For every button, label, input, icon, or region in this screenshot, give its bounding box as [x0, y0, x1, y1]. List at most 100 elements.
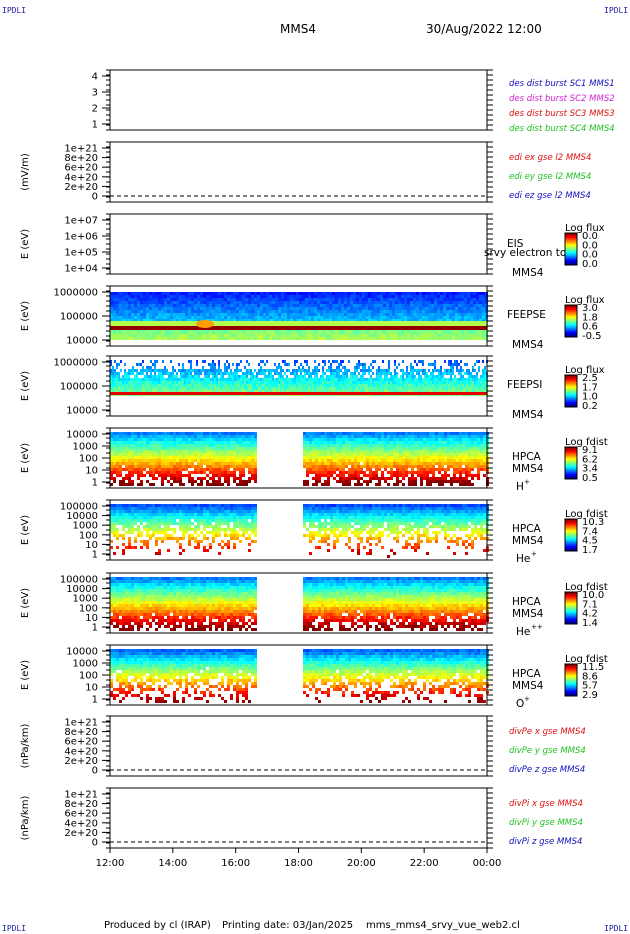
x-tick-label: 18:00	[284, 858, 313, 869]
y-tick-label: 1e+04	[64, 264, 98, 275]
instrument-label: HPCA	[512, 523, 542, 535]
y-tick-label: 0	[92, 766, 98, 777]
y-tick-label: 1000000	[53, 288, 98, 299]
colorbar-tick: 10.3	[582, 517, 604, 528]
corner-mark-bottom-right: IPDLI	[604, 924, 629, 933]
colorbar	[564, 591, 578, 625]
x-tick-label: 00:00	[473, 858, 502, 869]
panel-feepsi: 10000 100000 1000000 E (eV) FEEPSI MMS4 Log fl…	[20, 355, 605, 421]
panel-frame	[109, 213, 488, 275]
y-tick-label: 100000	[60, 312, 98, 323]
x-tick-label: 20:00	[347, 858, 376, 869]
instrument-label: HPCA	[512, 451, 542, 463]
y-tick-label: 1	[92, 623, 98, 634]
colorbar-tick: 0.2	[582, 401, 598, 412]
y-tick-label: 2e+20	[64, 756, 98, 767]
y-tick-label: 1e+06	[64, 232, 98, 243]
x-tick-label: 14:00	[158, 858, 187, 869]
y-tick-label: 1e+21	[64, 144, 98, 155]
colorbar-tick: 1.0	[582, 392, 598, 403]
colorbar-tick: 0.0	[582, 259, 598, 270]
instrument-label: EIS	[507, 238, 524, 250]
y-tick-label: 100	[79, 603, 98, 614]
y-tick-label: 10000	[66, 430, 98, 441]
colorbar-title: Log fdist	[565, 509, 608, 520]
legend-entry: edi ez gse l2 MMS4	[509, 191, 591, 201]
legend-entry: des dist burst SC4 MMS4	[509, 124, 615, 134]
colorbar-tick: 0.5	[582, 473, 598, 484]
panel-frame	[109, 69, 488, 131]
y-tick-label: 10000	[66, 406, 98, 417]
species-label: He	[516, 553, 530, 565]
colorbar-tick: 1.8	[582, 312, 598, 323]
corner-mark-bottom-left: IPDLI	[2, 924, 27, 933]
y-tick-label: 10000	[66, 511, 98, 522]
y-tick-label: 4e+20	[64, 818, 98, 829]
species-charge: +	[524, 695, 530, 703]
y-tick-label: 10	[85, 540, 98, 551]
instrument-label: HPCA	[512, 596, 542, 608]
y-tick-label: 4e+20	[64, 172, 98, 183]
colorbar-title: Log flux	[565, 295, 605, 306]
y-axis-label: E (eV)	[20, 371, 31, 401]
y-tick-label: 2e+20	[64, 182, 98, 193]
y-tick-label: 100000	[60, 575, 98, 586]
corner-mark-top-left: IPDLI	[2, 6, 27, 15]
y-axis-label: E (eV)	[20, 443, 31, 473]
colorbar-tick: 4.2	[582, 609, 598, 620]
y-tick-label: 8e+20	[64, 727, 98, 738]
legend-entry: divPi z gse MMS4	[509, 837, 582, 847]
y-tick-label: 100	[79, 671, 98, 682]
y-tick-label: 8e+20	[64, 799, 98, 810]
colorbar-tick: 0.0	[582, 250, 598, 261]
y-tick-label: 1000	[73, 594, 98, 605]
colorbar-tick: 0.0	[582, 231, 598, 242]
colorbar-tick: 1.4	[582, 618, 598, 629]
y-tick-label: 100000	[60, 382, 98, 393]
spacecraft-label: MMS4	[512, 680, 544, 692]
colorbar-tick: 10.0	[582, 590, 604, 601]
legend-entry: divPi x gse MMS4	[509, 799, 583, 809]
y-tick-label: 1	[92, 478, 98, 489]
spacecraft-label: MMS4	[512, 463, 544, 475]
x-tick-label: 12:00	[96, 858, 125, 869]
colorbar-tick: 6.2	[582, 454, 598, 465]
legend-entry: divPe y gse MMS4	[509, 746, 586, 756]
y-tick-label: 10000	[66, 584, 98, 595]
instrument-label: HPCA	[512, 668, 542, 680]
colorbar-tick: 3.0	[582, 303, 598, 314]
colorbar-title: Log fdist	[565, 654, 608, 665]
colorbar-tick: 7.4	[582, 526, 598, 537]
legend-entry: des dist burst SC1 MMS1	[509, 79, 615, 89]
colorbar-tick: 11.5	[582, 662, 604, 673]
panel-burst: 1 2 3 4 des dist burst SC1 MMS1 des dist burs…	[92, 69, 615, 134]
y-tick-label: 10	[85, 683, 98, 694]
colorbar-tick: 8.6	[582, 671, 598, 682]
colorbar-title: Log flux	[565, 223, 605, 234]
colorbar	[564, 446, 578, 480]
y-tick-label: 100000	[60, 502, 98, 513]
panel-frame	[109, 715, 488, 777]
instrument-label: FEEPSI	[507, 379, 542, 391]
y-tick-label: 10000	[66, 336, 98, 347]
y-tick-label: 1000	[73, 442, 98, 453]
panel-frame	[109, 141, 488, 203]
y-axis-label: (nPa/km)	[20, 796, 31, 841]
colorbar-tick: 4.5	[582, 536, 598, 547]
colorbar-title: Log flux	[565, 365, 605, 376]
header-spacecraft: MMS4	[280, 22, 316, 36]
y-tick-label: 10	[85, 613, 98, 624]
legend-entry: edi ey gse l2 MMS4	[509, 172, 591, 182]
y-tick-label: 1000	[73, 659, 98, 670]
instrument-label: FEEPSE	[507, 309, 546, 321]
colorbar-tick: 5.7	[582, 681, 598, 692]
colorbar	[564, 374, 578, 408]
colorbar-tick: 7.1	[582, 599, 598, 610]
y-tick-label: 1e+21	[64, 718, 98, 729]
legend-entry: divPe x gse MMS4	[509, 727, 586, 737]
spacecraft-label: MMS4	[512, 267, 544, 279]
